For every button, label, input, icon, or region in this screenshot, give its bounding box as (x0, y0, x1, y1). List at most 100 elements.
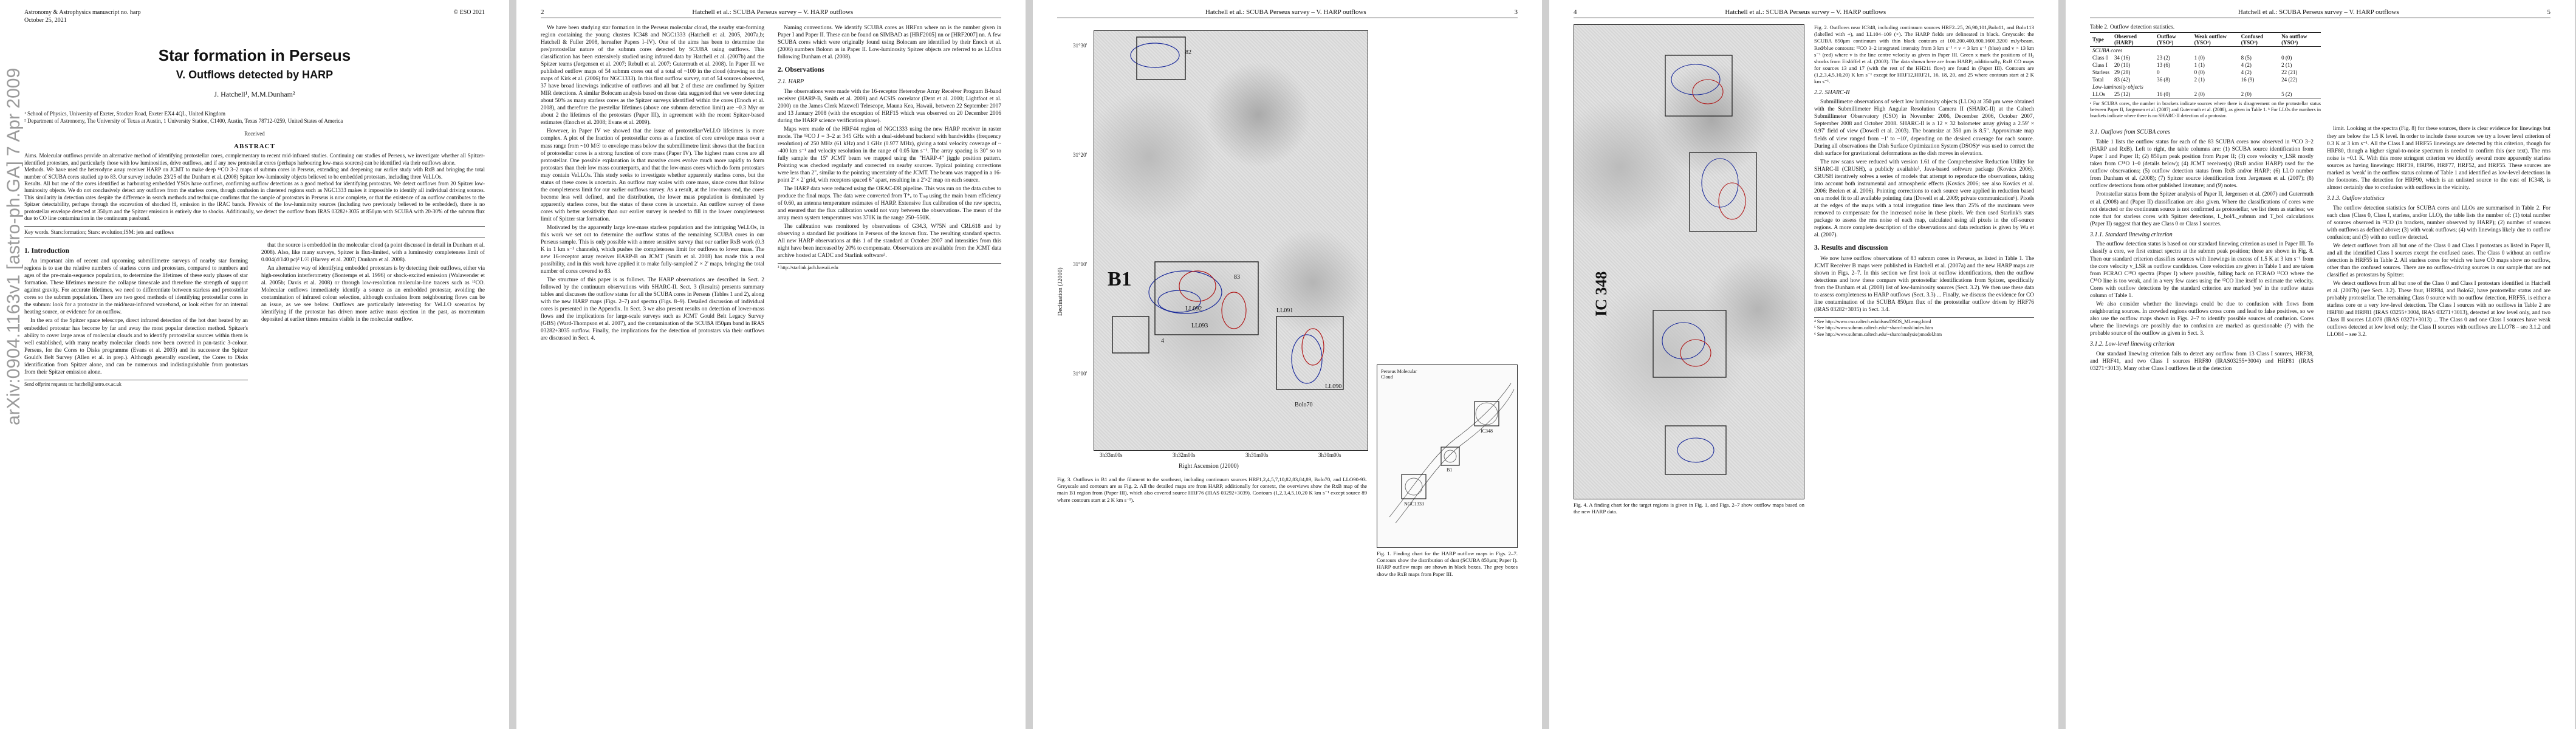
table-cell: 25 (12) (2114, 91, 2131, 97)
table-cell: Total (2092, 77, 2104, 83)
paragraph: However, in Paper IV we showed that the … (541, 128, 764, 222)
abstract-results: Results. All but one of the cores identi… (24, 180, 485, 222)
dec-tick: 31°10' (1073, 261, 1088, 267)
harp-heading: 2.1. HARP (778, 78, 804, 85)
table-cell: 29 (28) (2114, 69, 2131, 75)
manuscript-date: October 25, 2021 (24, 17, 67, 24)
table-header-cell: Observed (HARP) (2114, 33, 2137, 46)
running-title: Hatchell et al.: SCUBA Perseus survey – … (1725, 9, 1886, 16)
paragraph: Submillimetre observations of select low… (1814, 99, 2034, 157)
column-right: Fig. 2. Outflows near IC348, including c… (1814, 24, 2034, 515)
intro-paragraph: An important aim of recent and upcoming … (24, 258, 248, 316)
running-title: Hatchell et al.: SCUBA Perseus survey – … (692, 9, 854, 16)
sharc-heading: 2.2. SHARC-II (1814, 89, 1850, 96)
page-number: 5 (2547, 9, 2551, 16)
column-right: limit. Looking at the spectra (Fig. 8) f… (2327, 125, 2550, 373)
paragraph: We detect outflows from all but one of t… (2327, 280, 2550, 338)
table-cell: 1 (1) (2194, 62, 2205, 68)
keywords: Key words. Stars:formation; Stars: evolu… (24, 229, 485, 238)
dec-tick: 31°20' (1073, 152, 1088, 158)
table-group-label: SCUBA cores (2092, 47, 2123, 53)
abstract-aims: Aims. Molecular outflows provide an alte… (24, 152, 485, 166)
page-number: 3 (1514, 9, 1518, 16)
footnote: ⁶ See http://www.submm.caltech.edu/~shar… (1814, 331, 1942, 337)
paragraph: We detect outflows from all but one of t… (2327, 242, 2550, 278)
table-cell: 36 (8) (2157, 77, 2170, 83)
column-left: We have been studying star formation in … (541, 24, 764, 343)
table-cell: 8 (5) (2241, 55, 2252, 61)
footnote: ⁵ See http://www.submm.caltech.edu/~shar… (1814, 325, 1933, 331)
table-cell: 24 (22) (2281, 77, 2298, 83)
page-number: 2 (541, 9, 544, 16)
finding-label: NGC1333 (1404, 501, 1424, 507)
paragraph: The outflow detection statistics for SCU… (2327, 205, 2550, 241)
source-label: 4 (1161, 338, 1164, 344)
paper-title: Star formation in Perseus (158, 46, 351, 64)
paragraph: The HARP data were reduced using the ORA… (778, 186, 1001, 222)
source-label: LL090 (1325, 383, 1342, 390)
figure-4-caption: Fig. 4. A finding chart for the target r… (1574, 502, 1804, 515)
running-header: 2 Hatchell et al.: SCUBA Perseus survey … (541, 9, 1001, 18)
section-heading: 3.1.3. Outflow statistics (2327, 194, 2385, 202)
b1-outflow-map: B1 82 LL093 LL092 LL091 LL090 Bolo70 83 … (1094, 30, 1368, 451)
running-header: 4 Hatchell et al.: SCUBA Perseus survey … (1574, 9, 2034, 18)
ic348-contours (1653, 55, 1757, 475)
footnote: ⁴ See http://www.cso.caltech.edu/dsos/DS… (1814, 318, 1931, 324)
table-cell: 0 (0) (2281, 55, 2292, 61)
paragraph: The outflow detection status is based on… (2090, 241, 2314, 299)
page-number: 4 (1574, 9, 1577, 16)
table-cell: 2 (1) (2281, 62, 2292, 68)
affiliation-1: ¹ School of Physics, University of Exete… (24, 111, 226, 117)
paper-subtitle: V. Outflows detected by HARP (176, 69, 334, 81)
table-cell: 83 (42) (2114, 77, 2131, 83)
page-1: arXiv:0904.1163v1 [astro-ph.GA] 7 Apr 20… (0, 0, 509, 729)
page1-columns: 1. Introduction An important aim of rece… (24, 242, 485, 388)
journal-name: Astronomy & Astrophysics manuscript no. … (24, 9, 141, 16)
table-header-cell: Weak outflow (YSO²) (2194, 33, 2227, 46)
table-2: Table 2. Outflow detection statistics. T… (2090, 24, 2321, 119)
table-header-cell: No outflow (YSO²) (2281, 33, 2307, 46)
observations-heading: 2. Observations (778, 66, 824, 74)
paragraph: The calibration was monitored by observa… (778, 224, 1001, 259)
section-heading: 3.1.1. Standard linewing criterion (2090, 231, 2173, 238)
table-row: Class I 20 (10) 13 (6) 1 (1) 4 (2) 2 (1) (2090, 61, 2321, 69)
table-cell: LLOs (2092, 91, 2105, 97)
figure-2-caption: Fig. 2. Outflows near IC348, including c… (1814, 24, 2034, 85)
paragraph: Our standard linewing criterion fails to… (2090, 351, 2314, 372)
table-cell: 16 (0) (2157, 91, 2170, 97)
table-row: Starless 29 (28) 0 0 (0) 4 (2) 22 (21) (2090, 69, 2321, 76)
table-row: LLOs 25 (12) 16 (0) 2 (0) 2 (0) 5 (2) (2090, 91, 2321, 98)
section-heading: 3.1. Outflows from SCUBA cores (2090, 129, 2170, 136)
source-label: 82 (1185, 49, 1191, 56)
results-heading: 3. Results and discussion (1814, 244, 1888, 252)
authors: J. Hatchell¹, M.M.Dunham² (214, 90, 295, 98)
page-3: Hatchell et al.: SCUBA Perseus survey – … (1033, 0, 1542, 729)
outflow-contours (1112, 36, 1344, 390)
abstract-methods: Methods. We have used the heterodyne arr… (24, 166, 485, 180)
source-label: LL092 (1185, 306, 1202, 312)
ra-tick: 3h33m00s (1100, 452, 1123, 458)
table-cell: 22 (21) (2281, 69, 2298, 75)
table-cell: 16 (9) (2241, 77, 2255, 83)
abstract-heading: ABSTRACT (234, 143, 275, 151)
table-cell: 23 (2) (2157, 55, 2170, 61)
finding-label: IC348 (1481, 428, 1493, 434)
table-cell: Starless (2092, 69, 2109, 75)
table-cell: 34 (16) (2114, 55, 2131, 61)
intro-paragraph: that the source is embedded in the molec… (261, 242, 485, 263)
finding-label: Perseus Molecular Cloud (1381, 369, 1417, 380)
table-cell: 2 (0) (2194, 91, 2205, 97)
table-row: Class 0 34 (16) 23 (2) 1 (0) 8 (5) 0 (0) (2090, 54, 2321, 61)
table-cell: 1 (0) (2194, 55, 2205, 61)
ra-tick: 3h30m00s (1318, 452, 1341, 458)
running-header: Hatchell et al.: SCUBA Perseus survey – … (2090, 9, 2550, 18)
paragraph: The observations were made with the 16-r… (778, 88, 1001, 124)
figure-1-caption: Fig. 1. Finding chart for the HARP outfl… (1377, 550, 1518, 577)
intro-paragraph: In the era of the Spitzer space telescop… (24, 318, 248, 375)
offprint-note: Send offprint requests to: hatchell@astr… (24, 379, 248, 388)
finding-chart-contours (1389, 383, 1515, 524)
arxiv-stamp: arXiv:0904.1163v1 [astro-ph.GA] 7 Apr 20… (4, 67, 24, 425)
source-label: Bolo70 (1295, 402, 1313, 408)
paragraph: The structure of this paper is as follow… (541, 277, 764, 342)
paragraph: limit. Looking at the spectra (Fig. 8) f… (2327, 126, 2550, 191)
